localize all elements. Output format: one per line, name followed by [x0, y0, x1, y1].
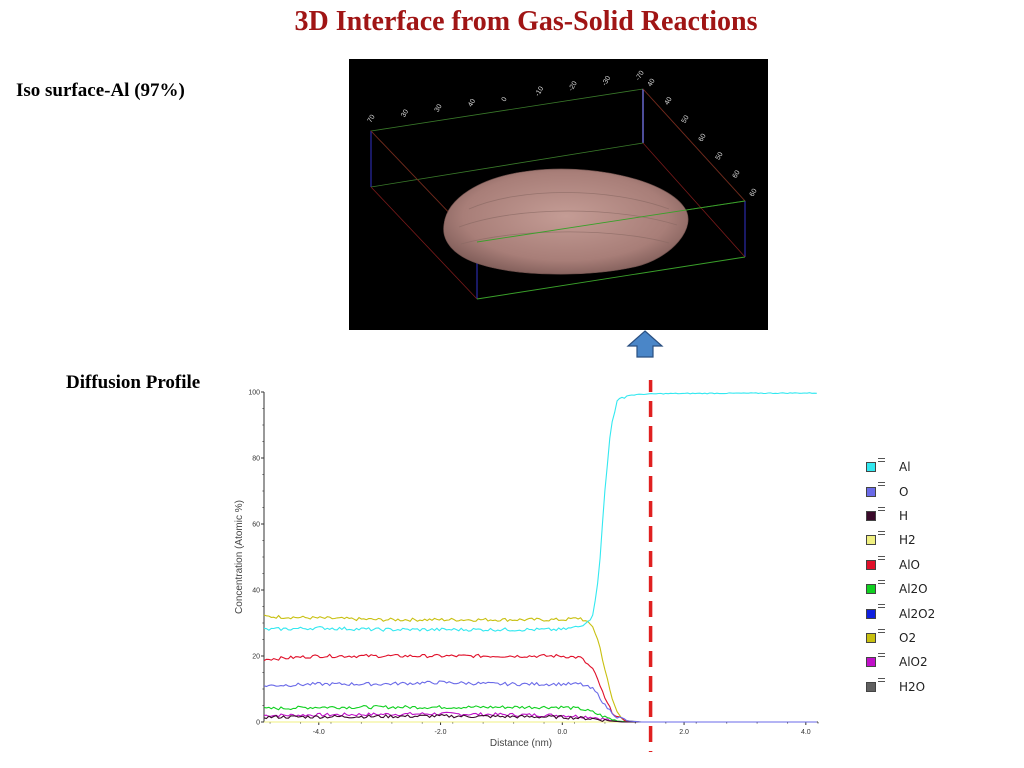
legend-options-icon: [878, 482, 885, 490]
render-axis-number: 0: [501, 96, 509, 103]
legend-swatch: [866, 608, 876, 619]
up-arrow-icon: [626, 330, 664, 358]
legend-swatch: [866, 584, 876, 595]
surface-ripple: [460, 231, 670, 245]
render-axis-number: 60: [749, 188, 759, 198]
render-axis-number: -70: [635, 70, 646, 82]
legend-label: Al: [899, 460, 911, 475]
legend-options-icon: [878, 531, 885, 539]
x-tick-label: 4.0: [801, 729, 811, 736]
legend-label: AlO: [899, 557, 920, 572]
legend-item[interactable]: AlO: [866, 553, 935, 577]
legend-options-icon: [878, 677, 885, 686]
box-edge: [642, 88, 746, 202]
x-tick-label: 0.0: [557, 729, 567, 736]
render-axis-number: 30: [400, 108, 410, 118]
x-tick-label: -4.0: [313, 729, 325, 736]
render-axis-number: 50: [681, 114, 691, 124]
legend-label: AlO2: [899, 655, 928, 670]
render-axis-number: 70: [367, 114, 377, 124]
x-tick-label: -2.0: [435, 729, 447, 736]
box-front-edge: [476, 256, 746, 300]
x-axis-title: Distance (nm): [490, 738, 552, 749]
side-axis-numbers: 40 40 50 60 50 60 60: [647, 78, 759, 198]
legend-label: O: [899, 484, 909, 499]
legend-options-icon: [878, 458, 885, 466]
render-axis-number: -30: [601, 75, 612, 87]
chart-series: [263, 392, 817, 723]
legend-item[interactable]: H2: [866, 528, 935, 552]
iso-surface-blob: [443, 168, 689, 275]
y-tick-label: 0: [256, 720, 260, 727]
render-axis-number: 40: [467, 98, 477, 108]
y-tick-label: 60: [252, 522, 260, 529]
series-line-o: [263, 680, 817, 723]
y-tick-label: 80: [252, 456, 260, 463]
legend-item[interactable]: H: [866, 504, 935, 528]
series-line-al2o: [263, 704, 817, 723]
y-axis-title: Concentration (Atomic %): [234, 500, 245, 614]
legend-swatch: [866, 632, 876, 643]
legend-label: H2O: [899, 679, 926, 694]
iso-surface-render-svg: 70 30 30 40 0 -10 -20 -30 -70 40 40 50 60 50 60 60: [367, 70, 759, 300]
series-line-o2: [263, 614, 817, 723]
box-edge: [642, 142, 746, 258]
render-axis-number: 50: [715, 151, 725, 161]
iso-surface-label: Iso surface-Al (97%): [16, 80, 185, 101]
box-edge: [370, 186, 478, 300]
legend-swatch: [866, 510, 876, 521]
iso-surface-render: 70 30 30 40 0 -10 -20 -30 -70 40 40 50 60 50 60 60: [349, 59, 768, 330]
box-front-edge: [476, 200, 746, 243]
legend-label: O2: [899, 630, 917, 645]
legend-swatch: [866, 559, 876, 570]
legend-swatch: [866, 657, 876, 668]
legend-swatch: [866, 681, 876, 692]
legend-item[interactable]: AlO2: [866, 650, 935, 674]
surface-ripple: [468, 192, 670, 210]
legend-item[interactable]: O2: [866, 626, 935, 650]
legend-options-icon: [878, 604, 885, 612]
legend-label: H2: [899, 533, 916, 548]
legend-options-icon: [878, 506, 885, 515]
diffusion-profile-label: Diffusion Profile: [66, 372, 201, 393]
top-axis-numbers: 70 30 30 40 0 -10 -20 -30 -70: [367, 70, 646, 124]
render-axis-number: 40: [664, 96, 674, 106]
legend-item[interactable]: Al2O2: [866, 601, 935, 625]
chart-legend: Al O H H2 AlO Al2O Al2O2 O2 AlO2 H2O: [866, 455, 935, 699]
x-tick-label: 2.0: [679, 729, 689, 736]
y-tick-label: 20: [252, 654, 260, 661]
legend-swatch: [866, 462, 876, 473]
render-axis-number: 60: [732, 169, 742, 179]
render-axis-number: 60: [698, 133, 708, 143]
legend-swatch: [866, 535, 876, 546]
legend-item[interactable]: H2O: [866, 675, 935, 699]
legend-options-icon: [878, 628, 885, 637]
render-axis-number: 30: [434, 103, 444, 113]
render-axis-number: 40: [647, 78, 657, 88]
render-axis-number: -20: [568, 80, 579, 92]
legend-options-icon: [878, 653, 885, 661]
series-line-h: [263, 713, 817, 723]
legend-swatch: [866, 486, 876, 497]
series-line-al: [263, 392, 817, 632]
legend-label: Al2O: [899, 582, 928, 597]
legend-options-icon: [878, 579, 885, 588]
slide-title: 3D Interface from Gas-Solid Reactions: [294, 6, 758, 37]
box-edge: [370, 142, 644, 188]
legend-item[interactable]: O: [866, 479, 935, 503]
diffusion-profile-chart: 0 20 40 60 80 100 -4.0 -2.0 0.0 2.0 4.0 Distance (…: [234, 380, 819, 752]
legend-options-icon: [878, 555, 885, 564]
y-tick-label: 40: [252, 588, 260, 595]
legend-item[interactable]: Al: [866, 455, 935, 479]
legend-item[interactable]: Al2O: [866, 577, 935, 601]
render-axis-number: -10: [534, 85, 545, 97]
series-line-alo: [263, 653, 817, 723]
legend-label: Al2O2: [899, 606, 936, 621]
y-tick-label: 100: [248, 390, 260, 397]
legend-label: H: [899, 508, 909, 523]
surface-ripple: [458, 210, 678, 228]
